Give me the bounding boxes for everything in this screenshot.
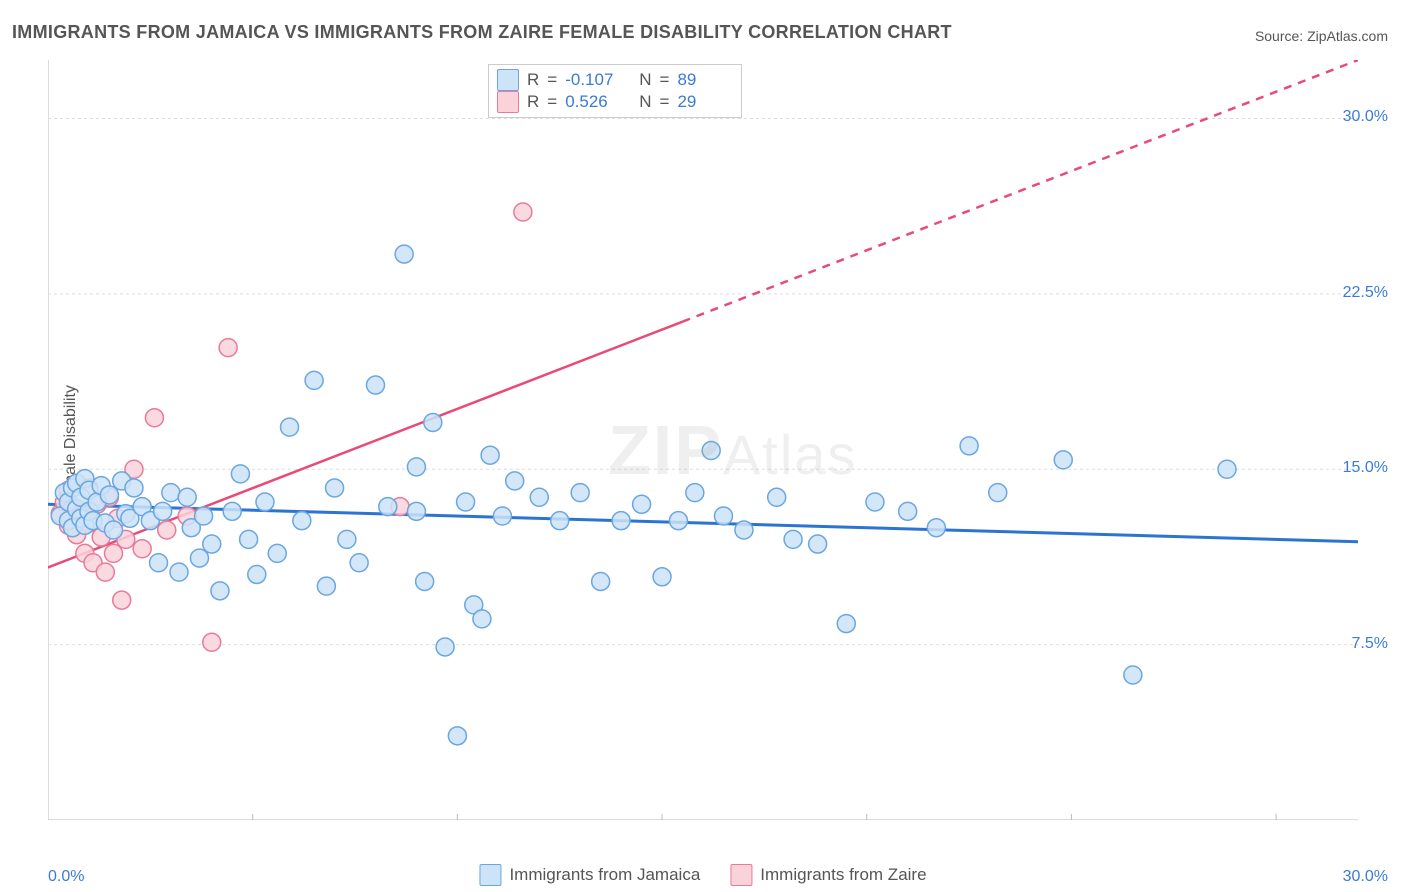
stats-eq: = [660, 92, 670, 112]
stats-eq: = [547, 70, 557, 90]
y-tick-label: 22.5% [1343, 284, 1388, 302]
x-tick-label-min: 0.0% [48, 868, 84, 886]
stats-r-value-zaire: 0.526 [565, 92, 617, 112]
stats-n-label: N [639, 70, 651, 90]
scatter-plot-svg [48, 60, 1358, 820]
bottom-legend: Immigrants from Jamaica Immigrants from … [479, 864, 926, 886]
chart-title: IMMIGRANTS FROM JAMAICA VS IMMIGRANTS FR… [12, 22, 952, 43]
legend-item-jamaica: Immigrants from Jamaica [479, 864, 700, 886]
legend-chip-jamaica-icon [497, 69, 519, 91]
stats-r-value-jamaica: -0.107 [565, 70, 617, 90]
y-tick-label: 15.0% [1343, 459, 1388, 477]
legend-item-zaire: Immigrants from Zaire [730, 864, 926, 886]
source-value: ZipAtlas.com [1307, 28, 1388, 44]
y-tick-label: 7.5% [1352, 635, 1388, 653]
legend-chip-zaire-icon [730, 864, 752, 886]
stats-r-label: R [527, 92, 539, 112]
correlation-stats-box: R = -0.107 N = 89 R = 0.526 N = 29 [488, 64, 742, 118]
stats-row-zaire: R = 0.526 N = 29 [497, 91, 729, 113]
x-tick-label-max: 30.0% [1343, 868, 1388, 886]
stats-eq: = [547, 92, 557, 112]
stats-row-jamaica: R = -0.107 N = 89 [497, 69, 729, 91]
source-attribution: Source: ZipAtlas.com [1255, 28, 1388, 44]
stats-eq: = [660, 70, 670, 90]
stats-n-label: N [639, 92, 651, 112]
stats-n-value-jamaica: 89 [677, 70, 729, 90]
source-label: Source: [1255, 28, 1307, 44]
stats-n-value-zaire: 29 [677, 92, 729, 112]
legend-label-zaire: Immigrants from Zaire [760, 865, 926, 885]
legend-chip-zaire-icon [497, 91, 519, 113]
stats-r-label: R [527, 70, 539, 90]
legend-chip-jamaica-icon [479, 864, 501, 886]
plot-area: ZIPAtlas R = -0.107 N = 89 R = 0.526 N = [48, 60, 1358, 820]
legend-label-jamaica: Immigrants from Jamaica [509, 865, 700, 885]
y-tick-label: 30.0% [1343, 108, 1388, 126]
chart-container: IMMIGRANTS FROM JAMAICA VS IMMIGRANTS FR… [0, 0, 1406, 892]
